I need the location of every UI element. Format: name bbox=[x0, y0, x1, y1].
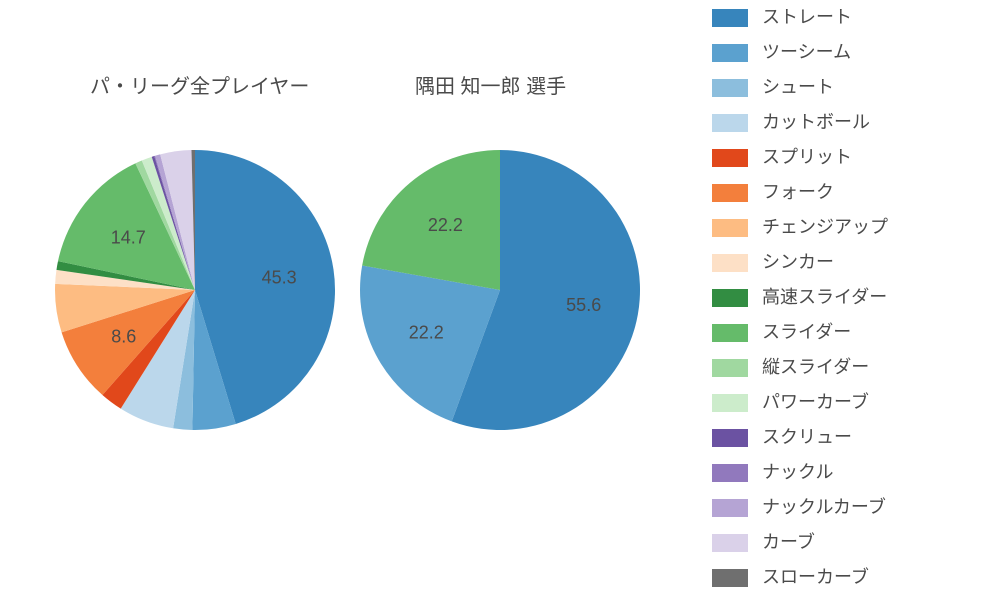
legend-label: カットボール bbox=[762, 105, 870, 140]
legend-item: 高速スライダー bbox=[712, 280, 992, 315]
legend-swatch bbox=[712, 289, 748, 307]
legend-swatch bbox=[712, 9, 748, 27]
legend-swatch bbox=[712, 394, 748, 412]
legend-item: シンカー bbox=[712, 245, 992, 280]
legend-label: シュート bbox=[762, 70, 834, 105]
legend-label: スローカーブ bbox=[762, 560, 869, 595]
legend-label: 高速スライダー bbox=[762, 280, 887, 315]
legend-item: ナックル bbox=[712, 455, 992, 490]
pie-slice-label: 22.2 bbox=[428, 215, 463, 235]
legend-item: ナックルカーブ bbox=[712, 490, 992, 525]
legend-swatch bbox=[712, 184, 748, 202]
legend-swatch bbox=[712, 429, 748, 447]
legend-label: チェンジアップ bbox=[762, 210, 888, 245]
legend-label: 縦スライダー bbox=[762, 350, 869, 385]
pie-slice-label: 45.3 bbox=[262, 268, 297, 288]
legend-item: ツーシーム bbox=[712, 35, 992, 70]
pie-slice-label: 8.6 bbox=[111, 326, 136, 346]
legend-item: スクリュー bbox=[712, 420, 992, 455]
legend-swatch bbox=[712, 114, 748, 132]
pitch-type-legend: ストレートツーシームシュートカットボールスプリットフォークチェンジアップシンカー… bbox=[712, 0, 992, 595]
legend-label: フォーク bbox=[762, 175, 834, 210]
legend-swatch bbox=[712, 499, 748, 517]
legend-swatch bbox=[712, 254, 748, 272]
legend-item: カーブ bbox=[712, 525, 992, 560]
legend-item: スローカーブ bbox=[712, 560, 992, 595]
legend-item: スライダー bbox=[712, 315, 992, 350]
legend-label: ナックルカーブ bbox=[762, 490, 886, 525]
legend-item: ストレート bbox=[712, 0, 992, 35]
legend-swatch bbox=[712, 569, 748, 587]
legend-label: シンカー bbox=[762, 245, 834, 280]
legend-item: 縦スライダー bbox=[712, 350, 992, 385]
legend-swatch bbox=[712, 464, 748, 482]
pie-slice-label: 22.2 bbox=[409, 322, 444, 342]
legend-swatch bbox=[712, 79, 748, 97]
legend-item: チェンジアップ bbox=[712, 210, 992, 245]
legend-item: カットボール bbox=[712, 105, 992, 140]
legend-item: シュート bbox=[712, 70, 992, 105]
legend-item: スプリット bbox=[712, 140, 992, 175]
legend-label: スクリュー bbox=[762, 420, 852, 455]
chart-stage: パ・リーグ全プレイヤー 隅田 知一郎 選手 45.38.614.755.622.… bbox=[0, 0, 1000, 600]
legend-label: カーブ bbox=[762, 525, 815, 560]
legend-swatch bbox=[712, 359, 748, 377]
legend-label: ナックル bbox=[762, 455, 833, 490]
legend-label: ツーシーム bbox=[762, 35, 851, 70]
legend-item: フォーク bbox=[712, 175, 992, 210]
pie-slice-label: 14.7 bbox=[111, 227, 146, 247]
legend-swatch bbox=[712, 219, 748, 237]
pie-slice-label: 55.6 bbox=[566, 295, 601, 315]
legend-swatch bbox=[712, 149, 748, 167]
legend-label: スライダー bbox=[762, 315, 851, 350]
legend-swatch bbox=[712, 44, 748, 62]
legend-label: スプリット bbox=[762, 140, 852, 175]
legend-label: ストレート bbox=[762, 0, 852, 35]
legend-swatch bbox=[712, 534, 748, 552]
legend-swatch bbox=[712, 324, 748, 342]
legend-item: パワーカーブ bbox=[712, 385, 992, 420]
legend-label: パワーカーブ bbox=[762, 385, 869, 420]
